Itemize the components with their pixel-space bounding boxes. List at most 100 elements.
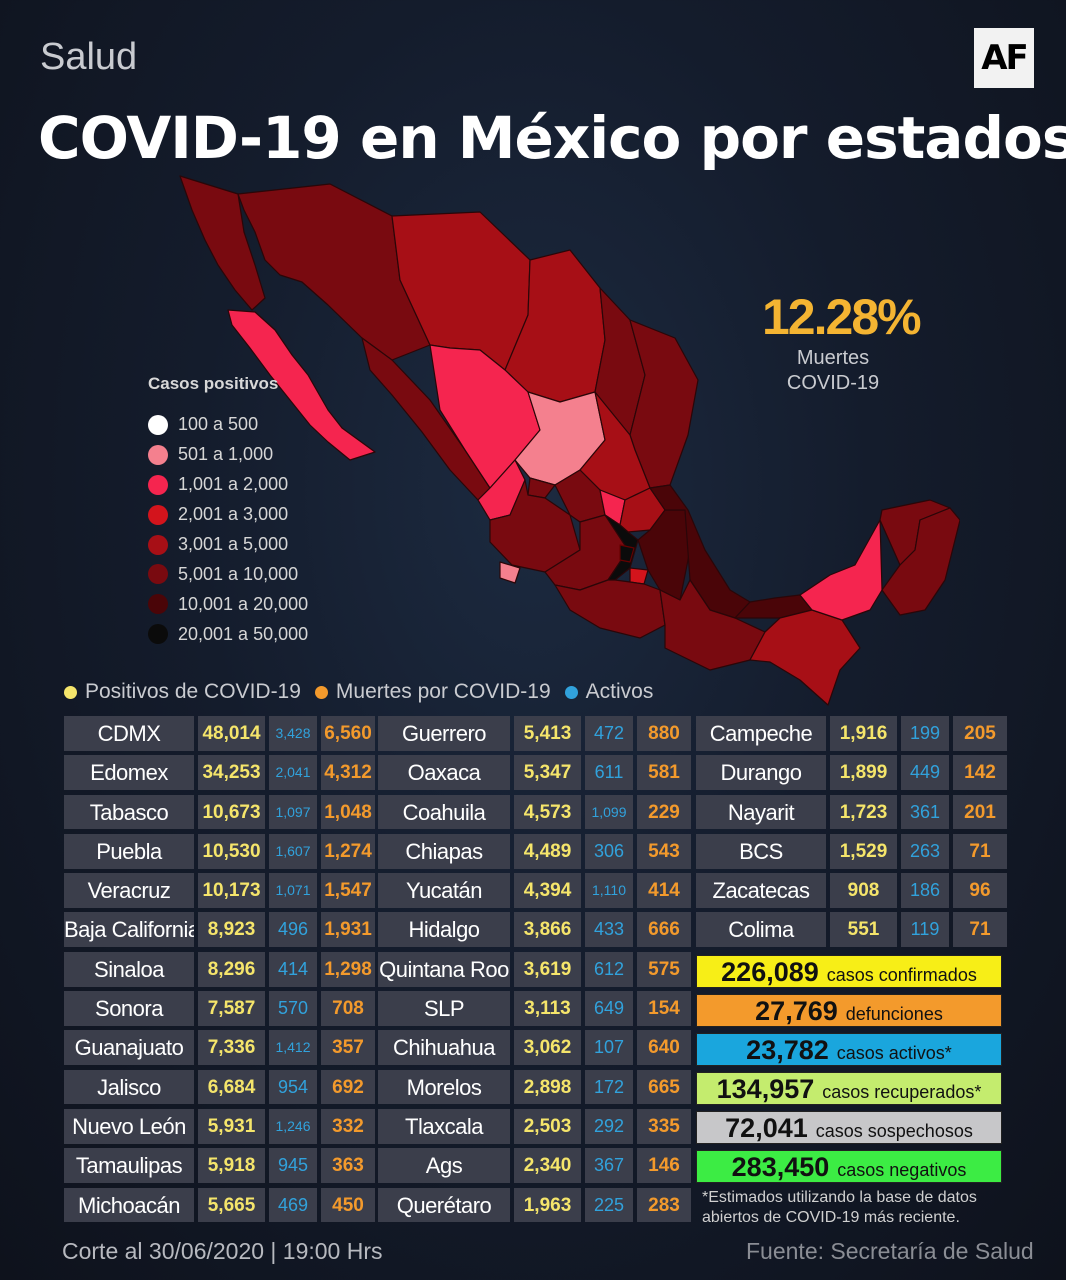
state-name: Morelos (378, 1069, 510, 1105)
state-row: Yucatán 4,394 1,110 414 (378, 873, 695, 908)
activos-value: 496 (269, 912, 317, 948)
activos-value: 263 (901, 833, 949, 869)
state-name: Oaxaca (378, 755, 510, 791)
positivos-value: 3,113 (514, 991, 581, 1026)
total-label: casos confirmados (826, 965, 977, 985)
muertes-value: 640 (637, 1030, 691, 1066)
state-name: Quintana Roo (378, 951, 510, 987)
map-morelos (629, 567, 649, 585)
activos-value: 1,110 (585, 873, 633, 908)
activos-value: 2,041 (269, 755, 317, 791)
positivos-value: 1,963 (514, 1187, 581, 1223)
state-row: Zacatecas 908 186 96 (696, 873, 1011, 908)
state-row: Veracruz 10,173 1,071 1,547 (64, 873, 379, 908)
totals-panel: 226,089 casos confirmados 27,769 defuncione… (696, 955, 1002, 1189)
legend-title: Casos positivos (148, 374, 279, 393)
legend-item: 5,001 a 10,000 (148, 559, 308, 589)
state-name: Hidalgo (378, 912, 510, 948)
activos-value: 292 (585, 1108, 633, 1144)
total-box: 134,957 casos recuperados* (696, 1072, 1002, 1105)
muertes-value: 146 (637, 1148, 691, 1184)
positivos-value: 3,866 (514, 912, 581, 948)
positivos-value: 10,530 (198, 833, 265, 869)
activos-value: 119 (901, 912, 949, 948)
activos-value: 449 (901, 755, 949, 791)
state-name: Sonora (64, 991, 194, 1026)
muertes-value: 154 (637, 991, 691, 1026)
muertes-value: 1,048 (321, 794, 375, 830)
total-box: 72,041 casos sospechosos (696, 1111, 1002, 1144)
activos-value: 1,412 (269, 1030, 317, 1066)
muertes-value: 71 (953, 833, 1007, 869)
legend-label: 100 a 500 (178, 414, 259, 435)
legend-label: 10,001 a 20,000 (178, 593, 309, 614)
state-row: SLP 3,113 649 154 (378, 991, 695, 1026)
state-row: Puebla 10,530 1,607 1,274 (64, 833, 379, 869)
column-key: Positivos de COVID-19 Muertes por COVID-… (64, 680, 667, 704)
states-table-col1: CDMX 48,014 3,428 6,560 Edomex 34,253 2,041 4,3… (64, 716, 379, 1227)
legend-swatch-icon (148, 594, 168, 615)
legend-label: 5,001 a 10,000 (178, 563, 299, 584)
state-name: Coahuila (378, 794, 510, 830)
state-name: Zacatecas (696, 873, 826, 908)
activos-value: 414 (269, 951, 317, 987)
death-rate-value: 12.28% (762, 289, 922, 345)
activos-value: 1,099 (585, 794, 633, 830)
positivos-value: 8,296 (198, 951, 265, 987)
muertes-value: 1,274 (321, 833, 375, 869)
footnote: *Estimados utilizando la base de datos a… (702, 1189, 977, 1226)
state-name: Chihuahua (378, 1030, 510, 1066)
activos-value: 433 (585, 912, 633, 948)
map-cdmx (619, 544, 635, 563)
state-row: Baja California 8,923 496 1,931 (64, 912, 379, 948)
positivos-value: 10,673 (198, 794, 265, 830)
state-name: Edomex (64, 755, 194, 791)
muertes-value: 96 (953, 873, 1007, 908)
activos-value: 570 (269, 991, 317, 1026)
key-positivos: Positivos de COVID-19 (64, 680, 301, 704)
state-name: SLP (378, 991, 510, 1026)
activos-value: 649 (585, 991, 633, 1026)
state-name: BCS (696, 833, 826, 869)
state-row: Guerrero 5,413 472 880 (378, 716, 695, 751)
positivos-value: 4,394 (514, 873, 581, 908)
muertes-value: 414 (637, 873, 691, 908)
state-name: Baja California (64, 912, 194, 948)
state-row: Coahuila 4,573 1,099 229 (378, 794, 695, 830)
muertes-value: 4,312 (321, 755, 375, 791)
total-box: 226,089 casos confirmados (696, 955, 1002, 988)
legend-swatch-icon (148, 414, 168, 435)
legend-swatch-icon (148, 504, 168, 525)
legend-item: 501 a 1,000 (148, 440, 308, 470)
positivos-value: 5,918 (198, 1148, 265, 1184)
state-row: Michoacán 5,665 469 450 (64, 1187, 379, 1223)
state-row: Chiapas 4,489 306 543 (378, 833, 695, 869)
legend: 100 a 500 501 a 1,000 1,001 a 2,000 2,001 a… (148, 410, 308, 649)
state-row: Nuevo León 5,931 1,246 332 (64, 1108, 379, 1144)
activos-value: 225 (585, 1187, 633, 1223)
state-row: Tamaulipas 5,918 945 363 (64, 1148, 379, 1184)
activos-value: 1,246 (269, 1108, 317, 1144)
legend-item: 100 a 500 (148, 410, 308, 440)
activos-value: 954 (269, 1069, 317, 1105)
death-rate-label-line1: Muertes (796, 347, 870, 369)
muertes-value: 332 (321, 1108, 375, 1144)
legend-item: 3,001 a 5,000 (148, 530, 308, 560)
map-guerrero (554, 579, 666, 639)
muertes-value: 665 (637, 1069, 691, 1105)
positivos-value: 7,336 (198, 1030, 265, 1066)
activos-value: 945 (269, 1148, 317, 1184)
state-name: Querétaro (378, 1187, 510, 1223)
muertes-value: 205 (953, 716, 1007, 751)
positivos-value: 1,529 (830, 833, 897, 869)
positivos-value: 5,665 (198, 1187, 265, 1223)
state-row: Sinaloa 8,296 414 1,298 (64, 951, 379, 987)
activos-value: 469 (269, 1187, 317, 1223)
legend-item: 1,001 a 2,000 (148, 470, 308, 500)
positivos-value: 10,173 (198, 873, 265, 908)
muertes-value: 450 (321, 1187, 375, 1223)
activos-value: 611 (585, 755, 633, 791)
source: Fuente: Secretaría de Salud (746, 1238, 1034, 1264)
activos-value: 1,097 (269, 794, 317, 830)
muertes-value: 692 (321, 1069, 375, 1105)
